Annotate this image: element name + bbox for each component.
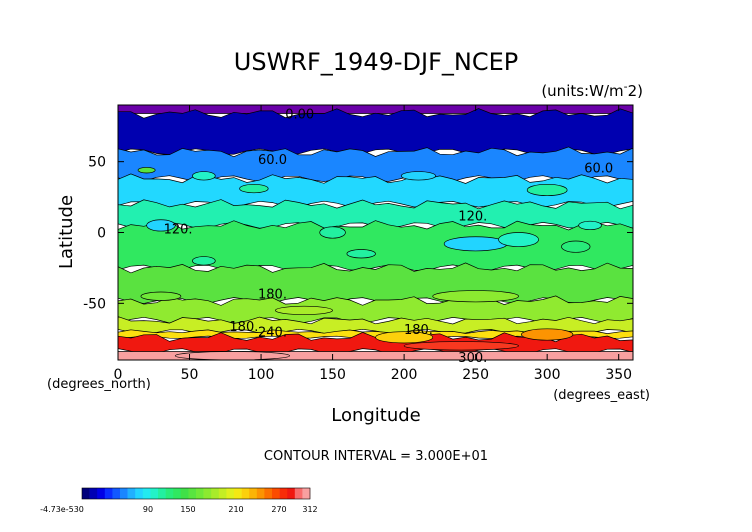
x-tick-label: 100 <box>248 367 275 383</box>
colorbar-frame <box>81 487 311 500</box>
colorbar-tick-label: 312 <box>302 505 317 514</box>
colorbar-swatch <box>150 488 159 499</box>
contour-blob <box>137 166 156 174</box>
colorbar-swatch <box>158 488 166 499</box>
contour-blob <box>443 236 508 252</box>
contour-blob <box>578 220 602 231</box>
colorbar-tick-label: 210 <box>228 505 243 514</box>
contour-blob <box>526 183 568 197</box>
contour-label: 180. <box>404 323 433 338</box>
contour-interval: CONTOUR INTERVAL = 3.000E+01 <box>264 449 488 464</box>
colorbar-swatch <box>272 488 280 499</box>
x-unit-note: (degrees_east) <box>553 388 650 403</box>
colorbar-swatch <box>82 488 90 499</box>
colorbar-swatch <box>264 488 273 499</box>
x-tick-label: 300 <box>534 367 561 383</box>
colorbar-swatch <box>211 488 220 499</box>
contour-blob <box>146 219 176 232</box>
colorbar-swatch <box>127 488 136 499</box>
contour-label: 60.0 <box>258 153 287 168</box>
y-unit-note: (degrees_north) <box>47 377 151 392</box>
contour-blob <box>400 171 436 181</box>
contour-blob <box>561 240 591 253</box>
colorbar-swatch <box>196 488 204 499</box>
colorbar-swatch <box>294 488 303 499</box>
contour-label: 120. <box>164 222 193 237</box>
colorbar-swatch <box>104 488 113 499</box>
map-detail <box>137 166 602 361</box>
x-tick-label: 200 <box>391 367 418 383</box>
colorbar-swatch <box>165 488 174 499</box>
colorbar-tick-label: 90 <box>143 505 153 514</box>
colorbar-swatch <box>249 488 258 499</box>
colorbar-swatch <box>89 488 98 499</box>
y-tick-label: 50 <box>88 155 106 171</box>
colorbar-tick-label: 270 <box>271 505 286 514</box>
colorbar-swatch <box>234 488 242 499</box>
colorbar-tick-label: -4.73e-530 <box>40 505 84 514</box>
colorbar-swatch <box>256 488 265 499</box>
contour-blob <box>375 331 434 344</box>
contour-label: 60.0 <box>584 161 613 176</box>
lat-band <box>117 108 634 156</box>
contour-label: 300. <box>458 351 487 366</box>
y-axis: 50 0 -50 <box>83 155 633 312</box>
contour-blob <box>174 351 291 361</box>
contour-blob <box>275 305 333 316</box>
colorbar-swatch <box>188 488 197 499</box>
x-tick-label: 50 <box>181 367 199 383</box>
colorbar-swatch <box>112 488 121 499</box>
y-axis-label: Latitude <box>56 195 77 269</box>
contour-label: 120. <box>458 210 487 225</box>
contour-blob <box>192 171 216 181</box>
colorbar-swatch <box>120 488 128 499</box>
contour-blob <box>432 290 519 303</box>
colorbar-swatch <box>302 488 311 499</box>
colorbar-swatch <box>218 488 227 499</box>
colorbar-swatch <box>142 488 151 499</box>
colorbar-tick-label: 150 <box>180 505 195 514</box>
x-tick-label: 250 <box>462 367 489 383</box>
colorbar-swatch <box>287 488 296 499</box>
colorbar: -4.73e-530 90 150 210 270 312 <box>40 487 318 514</box>
contour-blob <box>239 183 269 194</box>
contour-blob <box>319 226 346 239</box>
map-fill <box>117 104 634 361</box>
chart-title: USWRF_1949-DJF_NCEP <box>234 48 518 76</box>
contour-blob <box>403 341 519 351</box>
x-tick-label: 0 <box>114 367 123 383</box>
x-axis: 0 50 100 150 200 250 300 350 <box>114 105 632 383</box>
x-axis-label: Longitude <box>331 405 421 426</box>
contour-blob <box>192 256 216 266</box>
contour-label: 180. <box>258 287 287 302</box>
colorbar-swatch <box>173 488 182 499</box>
contour-blob <box>346 249 376 259</box>
colorbar-swatch <box>97 488 106 499</box>
contour-blob <box>521 328 574 341</box>
colorbar-swatch <box>241 488 250 499</box>
contour-label: 180. <box>229 320 258 335</box>
colorbar-swatch <box>135 488 144 499</box>
contour-label: 240. <box>258 326 287 341</box>
colorbar-swatch <box>180 488 189 499</box>
contour-blob <box>498 232 539 248</box>
contour-label: 0.00 <box>285 108 314 123</box>
colorbar-swatch <box>203 488 212 499</box>
y-tick-label: -50 <box>83 296 106 312</box>
x-tick-label: 150 <box>319 367 346 383</box>
x-tick-label: 350 <box>605 367 632 383</box>
units-label: (units:W/m-2) <box>541 80 643 100</box>
colorbar-swatch <box>279 488 288 499</box>
colorbar-swatch <box>226 488 235 499</box>
y-tick-label: 0 <box>97 226 106 242</box>
contour-blob <box>140 291 182 301</box>
